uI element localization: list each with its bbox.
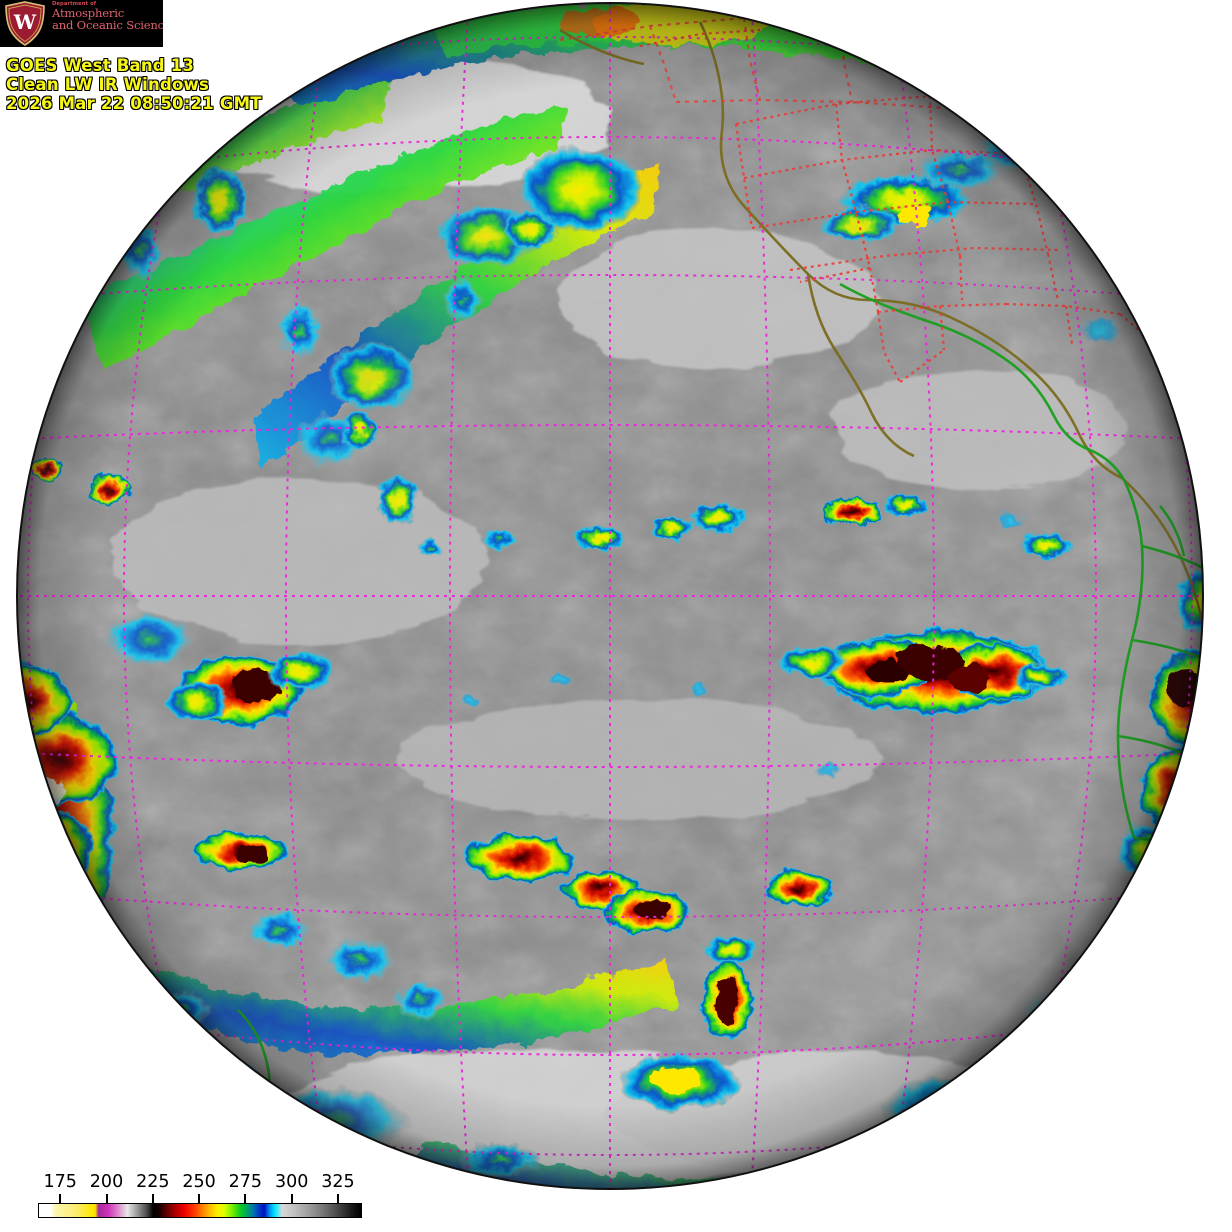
logo-text-block: Department of Atmospheric and Oceanic Sc… (52, 1, 163, 33)
logo-department-label: Department of (52, 1, 97, 7)
logo-line-oceanic: and Oceanic Sciences (52, 18, 163, 33)
brightness-temperature-colorbar: 175 200 225 250 275 300 325 (0, 1172, 400, 1232)
colorbar-tick-mark (244, 1194, 247, 1203)
svg-text:W: W (13, 10, 37, 34)
colorbar-tick-mark (105, 1194, 108, 1203)
colorbar-gradient-bar (38, 1203, 362, 1218)
colorbar-tick-label: 250 (182, 1172, 216, 1192)
disk-limb-outline (16, 2, 1204, 1190)
title-channel-description: Clean LW IR Windows (6, 75, 210, 95)
uw-aos-logo: W Department of Atmospheric and Oceanic … (0, 0, 163, 47)
colorbar-tick-label: 300 (274, 1172, 309, 1192)
colorbar-tick-mark (151, 1194, 154, 1203)
colorbar-tick-label: 200 (89, 1172, 124, 1192)
colorbar-tick-mark (336, 1194, 339, 1203)
colorbar-tick-mark (59, 1194, 62, 1203)
colorbar-tick-mark (198, 1194, 201, 1203)
uw-crest-icon: W (5, 1, 45, 46)
logo-line-atmospheric: Atmospheric (52, 6, 125, 21)
title-timestamp: 2026 Mar 22 08:50:21 GMT (6, 94, 262, 114)
colorbar-tick-label: 275 (228, 1172, 263, 1192)
colorbar-gradient-svg (39, 1204, 361, 1217)
colorbar-tick-labels: 175 200 225 250 275 300 325 (0, 1172, 400, 1203)
colorbar-tick-label: 225 (136, 1172, 170, 1192)
limb-darkening (17, 3, 1203, 1189)
colorbar-tick-mark (290, 1194, 293, 1203)
image-title-overlay: GOES West Band 13 Clean LW IR Windows 20… (6, 56, 262, 114)
colorbar-tick-label: 175 (43, 1172, 77, 1192)
title-satellite-band: GOES West Band 13 (6, 56, 195, 76)
colorbar-tick-label: 325 (321, 1172, 355, 1192)
